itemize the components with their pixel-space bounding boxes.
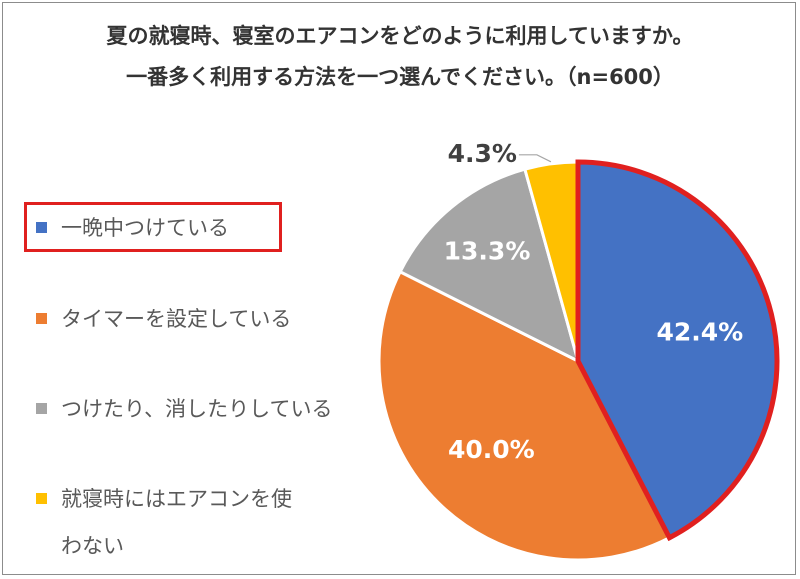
data-label-all-night: 42.4% [656,317,743,346]
slice-highlight-outline [575,159,780,542]
legend-highlight-box [24,202,282,252]
legend-swatch-timer [36,313,47,324]
chart-title-line-1: 夏の就寝時、寝室のエアコンをどのように利用していますか。 [106,24,694,48]
legend-swatch-on-off [36,403,47,414]
legend-swatch-not-used [36,493,47,504]
pie-slice-timer [377,270,671,562]
legend-label-all-night: 一晩中つけている [61,216,229,240]
legend-label-not-used-line-1: 就寝時にはエアコンを使 [61,487,292,511]
legend-label-on-off: つけたり、消したりしている [61,397,333,421]
data-label-not-used: 4.3% [448,139,517,168]
legend-swatch-all-night [36,222,47,233]
legend-label-not-used-line-2: わない [61,534,124,558]
pie-slice-on-off [398,167,580,363]
legend-label-timer: タイマーを設定している [61,307,292,331]
data-label-on-off: 13.3% [444,236,531,265]
leader-line-not-used [518,154,552,163]
chart-title-line-2: 一番多く利用する方法を一つ選んでください。（n=600） [126,65,674,89]
data-label-timer: 40.0% [448,435,535,464]
